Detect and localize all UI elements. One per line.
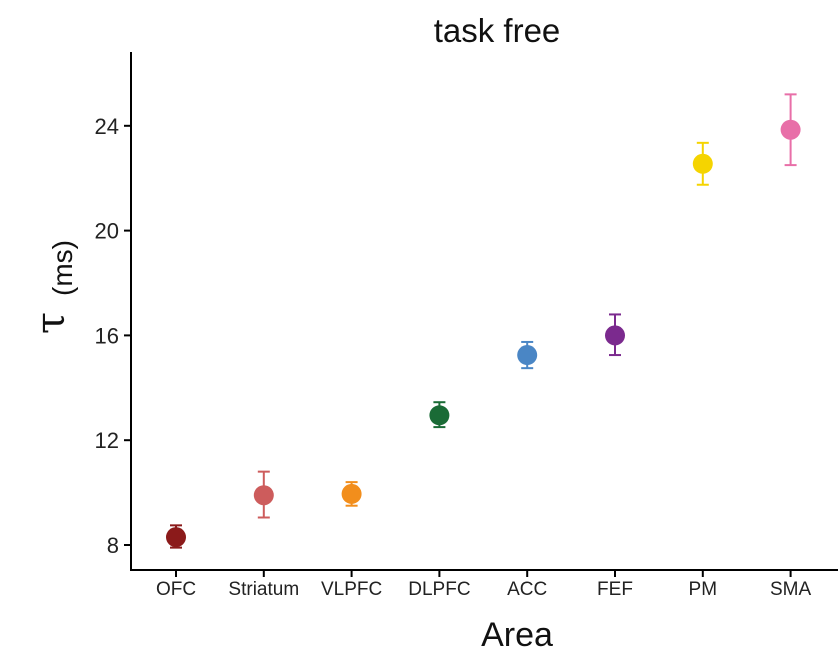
x-tick-label: FEF bbox=[597, 579, 633, 600]
x-tick-label: SMA bbox=[770, 579, 812, 600]
data-marks bbox=[166, 93, 801, 549]
x-ticks: OFC Striatum VLPFC DLPFC ACC FEF PM SMA bbox=[156, 570, 812, 600]
x-tick-label: OFC bbox=[156, 579, 196, 600]
data-point bbox=[692, 153, 713, 174]
x-tick-label: PM bbox=[689, 579, 718, 600]
data-point bbox=[253, 485, 274, 506]
y-ticks: 8 12 16 20 24 bbox=[95, 114, 131, 558]
y-tick-label: 16 bbox=[95, 323, 119, 348]
x-axis-title: Area bbox=[481, 616, 553, 653]
y-axis-title: τ (ms) bbox=[28, 240, 78, 334]
x-tick-label: ACC bbox=[507, 579, 547, 600]
data-point bbox=[605, 325, 625, 346]
data-point bbox=[341, 483, 362, 504]
data-point bbox=[780, 119, 801, 140]
data-point bbox=[166, 527, 186, 548]
chart-title: task free bbox=[434, 12, 561, 49]
x-tick-label: VLPFC bbox=[321, 579, 382, 600]
y-tick-label: 12 bbox=[95, 428, 119, 453]
y-tick-label: 24 bbox=[95, 114, 119, 139]
y-tick-label: 8 bbox=[107, 533, 119, 558]
data-point bbox=[429, 405, 450, 426]
x-tick-label: DLPFC bbox=[408, 579, 470, 600]
data-point bbox=[517, 345, 538, 366]
y-tick-label: 20 bbox=[95, 219, 119, 244]
x-tick-label: Striatum bbox=[228, 579, 299, 600]
y-axis-symbol: τ bbox=[28, 312, 74, 334]
y-axis-unit: (ms) bbox=[47, 240, 78, 296]
